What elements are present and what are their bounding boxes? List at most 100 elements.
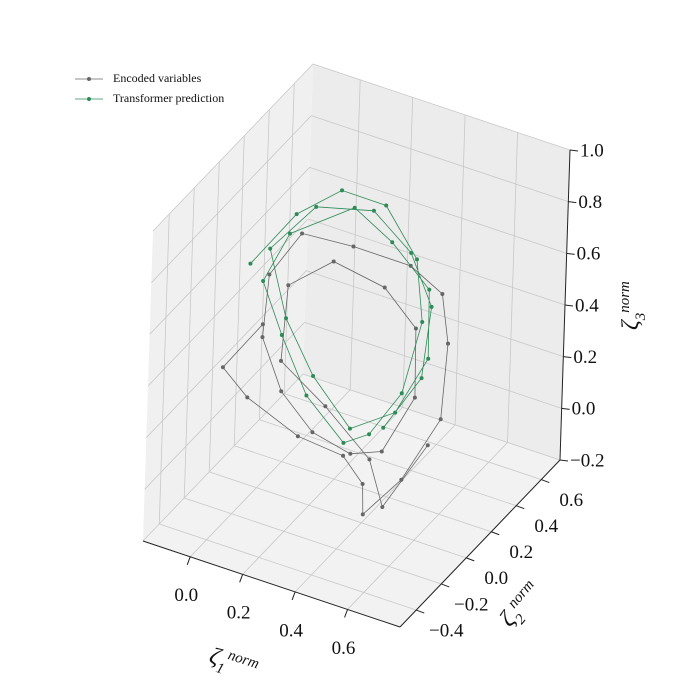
data-point [438, 417, 443, 422]
data-point [381, 425, 386, 430]
data-point [245, 395, 250, 400]
data-point [414, 257, 419, 262]
grid-line [309, 166, 567, 254]
data-point [393, 410, 398, 415]
z-tick-label: 0.0 [572, 399, 596, 420]
x-tick-label: 0.0 [174, 585, 198, 606]
data-point [419, 376, 424, 381]
legend-entry: Transformer prediction [113, 91, 224, 105]
data-point [352, 205, 357, 210]
legend-swatch [87, 97, 91, 101]
y-tick [516, 505, 525, 510]
data-point [295, 434, 300, 439]
data-point [287, 231, 292, 236]
grid-line [144, 322, 305, 490]
data-point [427, 287, 432, 292]
x-tick-label: 0.4 [279, 620, 303, 641]
plot-area [220, 188, 450, 517]
data-point [310, 430, 315, 435]
grid-line [146, 270, 307, 438]
z-tick [561, 407, 570, 410]
data-point [360, 512, 365, 517]
z-tick [569, 149, 579, 152]
y-tick-label: 0.2 [509, 542, 533, 563]
legend-swatch [87, 77, 91, 81]
data-point [268, 246, 273, 251]
data-point [267, 272, 272, 277]
legend: Encoded variables Transformer prediction [75, 71, 224, 105]
z-tick-label: 0.8 [578, 192, 602, 213]
data-point [371, 208, 376, 213]
y-tick [416, 609, 425, 614]
data-point [380, 505, 385, 510]
grid-line [184, 497, 442, 585]
data-point [399, 477, 404, 482]
pane [143, 374, 560, 627]
data-point [347, 426, 352, 431]
data-point [379, 449, 384, 454]
grid-line [151, 115, 312, 283]
z-tick [568, 201, 577, 204]
data-point [279, 389, 284, 394]
grid-line [347, 442, 508, 610]
data-point [248, 261, 253, 266]
data-point [384, 203, 389, 208]
data-point [351, 244, 356, 249]
series-line [250, 189, 433, 444]
data-point [286, 283, 291, 288]
grid-line [311, 115, 569, 203]
legend-entry: Encoded variables [113, 71, 202, 85]
data-point [390, 240, 395, 245]
data-point [279, 358, 284, 363]
z-tick-label: 0.4 [575, 295, 599, 316]
data-point [382, 285, 387, 290]
z-tick [564, 304, 574, 307]
z-tick-label: 1.0 [580, 140, 604, 161]
grid-line [306, 270, 564, 358]
z-axis-label: ζ3norm [617, 281, 649, 330]
x-tick [344, 609, 349, 618]
data-point [341, 440, 346, 445]
data-point [323, 404, 328, 409]
grid-line [152, 63, 314, 232]
y-tick-label: 0.0 [484, 568, 508, 589]
z-tick-label: 0.6 [577, 244, 601, 265]
grid-line [142, 373, 304, 542]
x-axis-label: ζ1norm [205, 642, 262, 688]
x-tick [186, 556, 191, 565]
data-point [445, 341, 450, 346]
data-point [260, 322, 265, 327]
data-point [304, 393, 309, 398]
x-tick-label: 0.2 [227, 603, 251, 624]
data-point [420, 319, 425, 324]
grid-line [209, 471, 467, 559]
data-point [294, 212, 299, 217]
data-point [300, 231, 305, 236]
grid-line [149, 167, 310, 335]
grid-line [147, 218, 309, 387]
y-tick-label: 0.6 [559, 490, 583, 511]
grid-line [307, 218, 566, 306]
data-point [284, 316, 289, 321]
data-point [348, 451, 353, 456]
y-tick-label: −0.2 [454, 594, 488, 615]
data-point [429, 304, 434, 309]
grid-line [304, 321, 562, 409]
y-tick-label: 0.4 [534, 516, 558, 537]
data-point [360, 481, 365, 486]
grid-line [242, 407, 403, 575]
grid-line [159, 523, 417, 611]
data-point [279, 333, 284, 338]
data-point [413, 326, 418, 331]
x-tick [239, 574, 244, 583]
data-point [340, 188, 345, 193]
grid-line [312, 63, 571, 151]
grid-line [259, 419, 517, 507]
z-tick-label: −0.2 [570, 450, 604, 471]
data-point [399, 391, 404, 396]
axes: 0.00.20.40.6−0.4−0.20.00.20.40.6−0.20.00… [142, 140, 604, 659]
data-point [220, 365, 225, 370]
data-point [261, 278, 266, 283]
data-point [440, 291, 445, 296]
grid-line [302, 373, 561, 461]
